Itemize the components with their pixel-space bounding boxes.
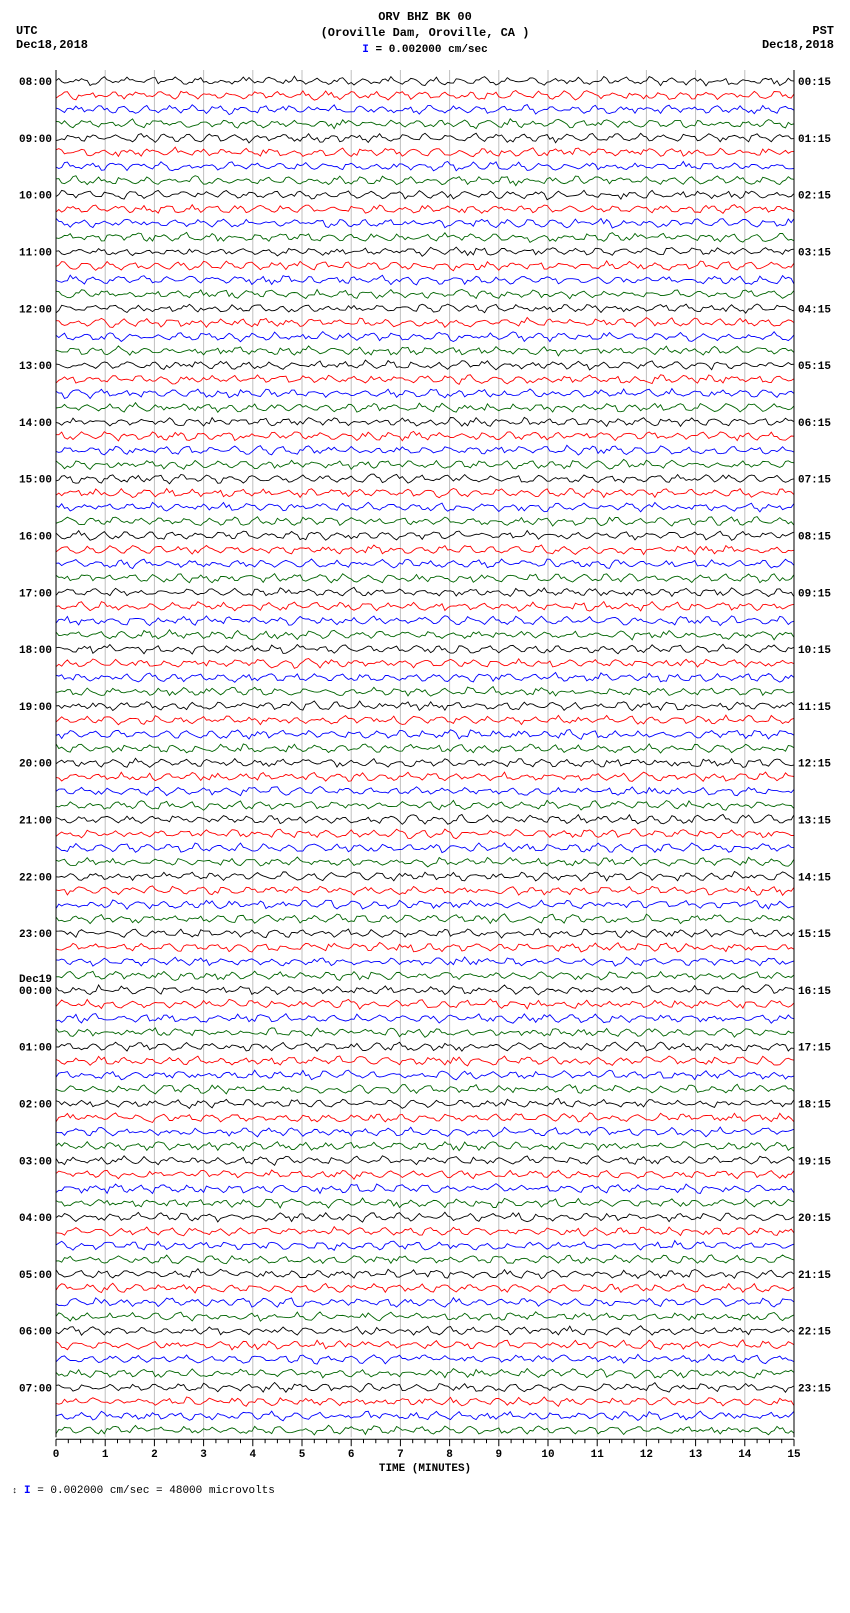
svg-text:16:15: 16:15 [798, 986, 831, 998]
svg-text:04:00: 04:00 [19, 1213, 52, 1225]
svg-text:Dec19: Dec19 [19, 974, 52, 986]
svg-text:23:00: 23:00 [19, 929, 52, 941]
pst-label: PST [762, 24, 834, 38]
svg-text:06:15: 06:15 [798, 418, 831, 430]
svg-text:03:15: 03:15 [798, 247, 831, 259]
pst-date: Dec18,2018 [762, 38, 834, 52]
svg-text:21:15: 21:15 [798, 1270, 831, 1282]
svg-text:08:00: 08:00 [19, 77, 52, 89]
svg-text:02:00: 02:00 [19, 1099, 52, 1111]
svg-text:8: 8 [446, 1449, 453, 1461]
svg-text:09:15: 09:15 [798, 588, 831, 600]
svg-text:12:15: 12:15 [798, 759, 831, 771]
svg-text:07:00: 07:00 [19, 1383, 52, 1395]
svg-text:01:00: 01:00 [19, 1043, 52, 1055]
svg-text:15: 15 [787, 1449, 801, 1461]
svg-text:23:15: 23:15 [798, 1383, 831, 1395]
svg-text:11:15: 11:15 [798, 702, 831, 714]
svg-text:13:15: 13:15 [798, 815, 831, 827]
svg-text:0: 0 [53, 1449, 60, 1461]
svg-text:22:00: 22:00 [19, 872, 52, 884]
svg-text:6: 6 [348, 1449, 355, 1461]
svg-text:08:15: 08:15 [798, 531, 831, 543]
scale-bar-icon: ↕ [12, 1486, 17, 1496]
title-station: ORV BHZ BK 00 [10, 10, 840, 26]
svg-text:18:15: 18:15 [798, 1099, 831, 1111]
svg-text:4: 4 [250, 1449, 257, 1461]
svg-text:14: 14 [738, 1449, 752, 1461]
svg-text:02:15: 02:15 [798, 191, 831, 203]
svg-text:2: 2 [151, 1449, 158, 1461]
scale-bar-icon: I [24, 1485, 31, 1497]
seismogram-plot: 08:00 09:00 10:00 11:00 12:00 13:00 14:00 15:00… [10, 66, 840, 1477]
svg-text:3: 3 [200, 1449, 207, 1461]
svg-text:17:15: 17:15 [798, 1043, 831, 1055]
svg-text:01:15: 01:15 [798, 134, 831, 146]
svg-text:19:00: 19:00 [19, 702, 52, 714]
svg-text:18:00: 18:00 [19, 645, 52, 657]
svg-text:17:00: 17:00 [19, 588, 52, 600]
svg-text:21:00: 21:00 [19, 815, 52, 827]
svg-text:12: 12 [640, 1449, 653, 1461]
svg-text:5: 5 [299, 1449, 306, 1461]
svg-text:19:15: 19:15 [798, 1156, 831, 1168]
seismogram-svg: 08:00 09:00 10:00 11:00 12:00 13:00 14:00 15:00… [10, 66, 840, 1477]
svg-text:05:00: 05:00 [19, 1270, 52, 1282]
chart-title: ORV BHZ BK 00 (Oroville Dam, Oroville, C… [10, 10, 840, 57]
svg-text:10:15: 10:15 [798, 645, 831, 657]
svg-text:07:15: 07:15 [798, 475, 831, 487]
svg-text:03:00: 03:00 [19, 1156, 52, 1168]
header-right-tz: PST Dec18,2018 [762, 24, 834, 53]
svg-text:09:00: 09:00 [19, 134, 52, 146]
svg-text:15:15: 15:15 [798, 929, 831, 941]
svg-text:16:00: 16:00 [19, 531, 52, 543]
svg-text:00:15: 00:15 [798, 77, 831, 89]
svg-text:14:00: 14:00 [19, 418, 52, 430]
svg-text:11:00: 11:00 [19, 247, 52, 259]
svg-text:13:00: 13:00 [19, 361, 52, 373]
svg-text:7: 7 [397, 1449, 404, 1461]
scale-bar-icon: I [362, 44, 369, 56]
svg-text:11: 11 [591, 1449, 605, 1461]
svg-text:13: 13 [689, 1449, 703, 1461]
svg-text:12:00: 12:00 [19, 304, 52, 316]
svg-text:10: 10 [541, 1449, 554, 1461]
svg-text:15:00: 15:00 [19, 475, 52, 487]
svg-text:10:00: 10:00 [19, 191, 52, 203]
svg-text:05:15: 05:15 [798, 361, 831, 373]
scale-note: I = 0.002000 cm/sec [10, 43, 840, 57]
svg-text:9: 9 [496, 1449, 503, 1461]
svg-text:TIME (MINUTES): TIME (MINUTES) [379, 1463, 471, 1475]
svg-text:00:00: 00:00 [19, 986, 52, 998]
scale-value: = 0.002000 cm/sec [376, 44, 488, 56]
svg-text:20:15: 20:15 [798, 1213, 831, 1225]
title-location: (Oroville Dam, Oroville, CA ) [10, 26, 840, 42]
svg-text:22:15: 22:15 [798, 1327, 831, 1339]
svg-text:06:00: 06:00 [19, 1327, 52, 1339]
svg-text:20:00: 20:00 [19, 759, 52, 771]
footer-scale-text: = 0.002000 cm/sec = 48000 microvolts [37, 1485, 275, 1497]
svg-text:14:15: 14:15 [798, 872, 831, 884]
footer-scale: ↕ I = 0.002000 cm/sec = 48000 microvolts [12, 1485, 840, 1497]
chart-header: UTC Dec18,2018 ORV BHZ BK 00 (Oroville D… [10, 10, 840, 60]
svg-text:1: 1 [102, 1449, 109, 1461]
svg-text:04:15: 04:15 [798, 304, 831, 316]
